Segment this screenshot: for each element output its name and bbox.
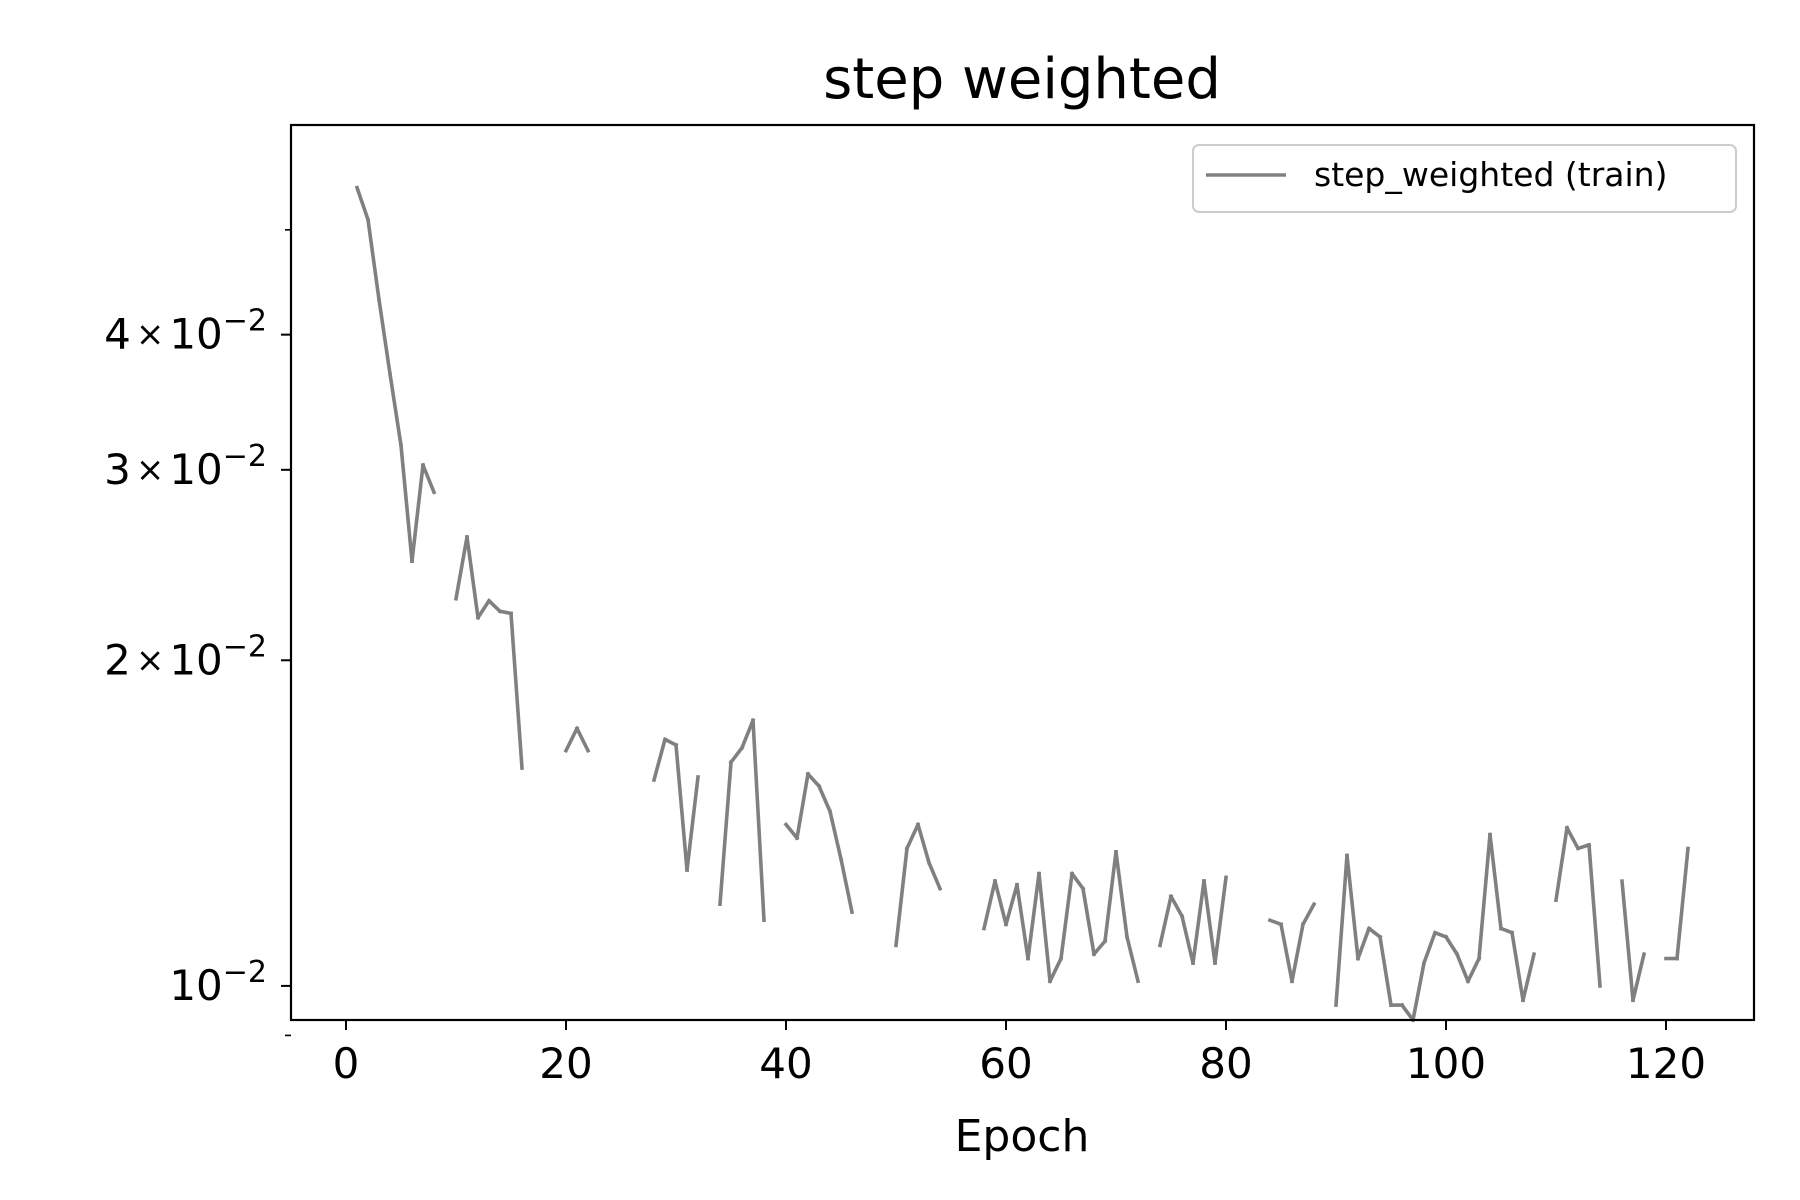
x-tick-label: 120 <box>1626 1039 1706 1088</box>
line-segment <box>1410 960 1427 1023</box>
axes-layer <box>289 123 1756 1022</box>
line-segment <box>816 783 833 814</box>
line-segment <box>1124 934 1141 984</box>
line-segment <box>574 725 591 754</box>
line-segment <box>1102 849 1119 944</box>
line-segment <box>728 745 745 765</box>
line-segment <box>1212 875 1229 966</box>
line-segment <box>718 760 733 907</box>
line-segment <box>1355 926 1372 961</box>
line-segment <box>1345 853 1360 961</box>
line-segment <box>915 822 932 865</box>
line-segment <box>420 462 437 495</box>
line-segment <box>1454 951 1471 984</box>
plot-frame <box>289 123 1756 1022</box>
series-step-weighted-train- <box>354 185 1690 1023</box>
x-tick-label: 80 <box>1199 1039 1252 1088</box>
x-tick-label: 20 <box>539 1039 592 1088</box>
line-segment <box>1477 832 1492 961</box>
line-segment <box>1620 879 1635 1003</box>
line-segment <box>1421 930 1438 966</box>
line-segment <box>838 856 855 915</box>
line-segment <box>1190 879 1207 966</box>
line-segment <box>1091 938 1108 957</box>
line-segment <box>685 775 700 872</box>
line-segment <box>1113 849 1130 939</box>
line-segment <box>739 718 756 751</box>
line-segment <box>926 860 943 892</box>
x-tick-label: 40 <box>759 1039 812 1088</box>
line-segment <box>1564 825 1581 851</box>
line-segment <box>794 771 811 841</box>
line-segment <box>1509 930 1526 1003</box>
line-segment <box>805 771 822 789</box>
line-segment <box>453 534 470 601</box>
line-segment <box>1179 914 1196 966</box>
line-segment <box>399 443 414 564</box>
line-segment <box>981 878 998 931</box>
y-tick-label: 2 × 10−2 <box>104 629 267 684</box>
line-segment <box>1080 886 1097 957</box>
line-segment <box>387 371 404 448</box>
legend-box <box>1192 144 1737 213</box>
chart-title: step weighted <box>823 47 1221 112</box>
line-segment <box>1575 842 1592 851</box>
line-segment <box>1520 951 1537 1003</box>
line-segment <box>410 463 425 564</box>
line-segment <box>1675 846 1690 961</box>
line-segment <box>751 718 766 923</box>
legend: step_weighted (train) <box>1192 144 1737 213</box>
line-segment <box>827 809 844 862</box>
legend-label: step_weighted (train) <box>1314 155 1667 194</box>
line-segment <box>1157 894 1174 948</box>
line-segment <box>1300 901 1317 927</box>
line-segment <box>1630 951 1647 1003</box>
line-segment <box>1289 922 1306 984</box>
line-segment <box>1201 879 1218 966</box>
line-segment <box>1025 871 1042 961</box>
x-axis-label: Epoch <box>955 1111 1090 1162</box>
line-segment <box>1058 871 1075 961</box>
line-segment <box>365 217 382 302</box>
line-segment <box>1168 893 1185 919</box>
line-segment <box>1443 934 1460 957</box>
line-segment <box>354 185 371 222</box>
line-segment <box>376 297 393 376</box>
line-segment <box>497 609 514 616</box>
line-segment <box>904 822 921 851</box>
x-tick-label: 100 <box>1406 1039 1486 1088</box>
line-segment <box>1465 956 1482 984</box>
line-segment <box>651 737 668 783</box>
line-segment <box>783 821 800 841</box>
line-segment <box>1399 1002 1416 1023</box>
line-segment <box>486 598 503 614</box>
line-segment <box>464 535 481 620</box>
series-layer <box>354 185 1690 1023</box>
x-tick-label: 0 <box>333 1039 360 1088</box>
x-tick-label: 60 <box>979 1039 1032 1088</box>
line-segment <box>1037 871 1052 984</box>
line-segment <box>1003 882 1020 927</box>
line-segment <box>1587 842 1602 988</box>
line-segment <box>1047 956 1064 984</box>
y-tick-label: 3 × 10−2 <box>104 439 267 494</box>
line-segment <box>1488 832 1503 931</box>
line-segment <box>894 846 909 948</box>
line-segment <box>475 598 492 621</box>
line-segment <box>1014 882 1031 961</box>
line-segment <box>1069 871 1086 892</box>
tick-layer: 0 20 40 60 80 100 120 10−2 2 × 10−2 3 × 10−2 4 × 10−2 <box>104 229 1706 1088</box>
line-segment <box>674 743 689 872</box>
line-segment <box>992 878 1009 927</box>
line-segment <box>563 725 580 754</box>
line-segment <box>1553 825 1570 903</box>
line-segment <box>1377 934 1394 1008</box>
y-tick-label: 10−2 <box>169 955 267 1010</box>
line-segment <box>1334 853 1349 1008</box>
line-segment <box>509 611 524 770</box>
line-segment <box>1278 922 1295 984</box>
y-tick-label: 4 × 10−2 <box>104 304 267 359</box>
